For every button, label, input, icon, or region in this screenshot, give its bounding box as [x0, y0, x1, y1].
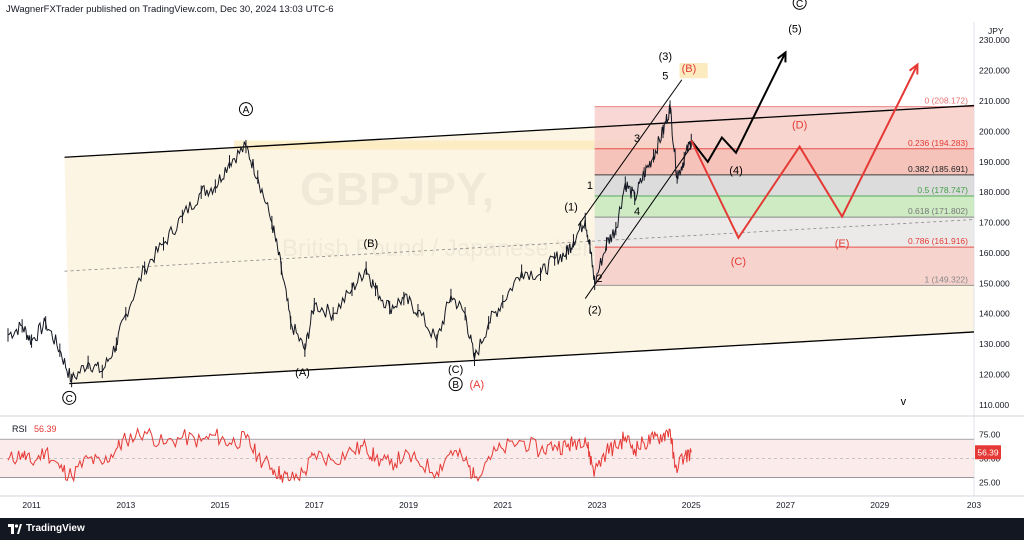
published-text: JWagnerFXTrader published on TradingView… — [6, 4, 334, 15]
impulse-channel-lower — [584, 146, 692, 299]
time-tick-label: 2021 — [493, 500, 512, 510]
projection-black-arrow — [777, 50, 787, 63]
wave-label-circle — [62, 390, 77, 405]
channel-lower-line — [69, 331, 975, 385]
time-tick-label: 2013 — [116, 500, 135, 510]
price-tick-label: 130.000 — [979, 339, 1010, 349]
wave-label: (C) — [731, 256, 746, 268]
price-tick-label: 160.000 — [979, 248, 1010, 258]
rsi-tick-label: 25.00 — [979, 477, 1001, 487]
fib-zone — [594, 247, 974, 286]
rsi-current-tag — [975, 445, 1001, 460]
time-tick-label: 2017 — [305, 500, 324, 510]
wave-label: B — [452, 380, 459, 391]
price-tick-label: 110.000 — [979, 400, 1009, 410]
wave-label-circle — [792, 0, 807, 10]
publish-bar: JWagnerFXTrader published on TradingView… — [0, 0, 1024, 22]
wave-label: (E) — [835, 238, 850, 250]
fib-zone — [594, 174, 974, 196]
wave-label: 2 — [596, 273, 602, 285]
fib-level-label: 0.236 (194.283) — [908, 138, 968, 148]
fib-level-label: 1 (149.322) — [925, 274, 969, 284]
tradingview-logo-icon[interactable] — [8, 523, 22, 535]
wave-label: 5 — [662, 71, 668, 83]
wave-label: (5) — [788, 24, 801, 36]
price-tick-label: 200.000 — [979, 126, 1010, 136]
time-tick-label: 2019 — [399, 500, 418, 510]
wave-label: (4) — [729, 165, 742, 177]
price-tick-label: 140.000 — [979, 309, 1010, 319]
wave-label: v — [901, 396, 907, 408]
time-tick-label: 2023 — [588, 500, 607, 510]
fib-zone — [594, 195, 974, 218]
wave-label: 4 — [634, 206, 640, 218]
time-tick-label: 2027 — [776, 500, 795, 510]
wave-label-circle — [238, 102, 253, 117]
wave-label: (B) — [682, 63, 697, 75]
wave-label: (2) — [588, 305, 601, 317]
wave-label: (D) — [792, 119, 807, 131]
currency-label: JPY — [988, 26, 1004, 36]
price-tick-label: 150.000 — [979, 278, 1010, 288]
wave-label-circle — [448, 377, 463, 392]
time-tick-label: 2029 — [870, 500, 889, 510]
watermark-symbol: GBPJPY, — [300, 163, 494, 215]
wave-label: 1 — [587, 180, 593, 192]
wave-label: 3 — [634, 133, 640, 145]
price-tick-label: 220.000 — [979, 66, 1010, 76]
price-tick-label: 190.000 — [979, 157, 1010, 167]
wave-label: (C) — [448, 364, 463, 376]
rsi-value: 56.39 — [34, 424, 57, 434]
rsi-title: RSI — [12, 424, 27, 434]
rsi-tick-label: 75.00 — [979, 429, 1001, 439]
fib-level-label: 0.786 (161.916) — [908, 236, 968, 246]
projection-black-path — [690, 51, 787, 164]
rsi-series-line — [7, 426, 692, 483]
time-tick-label: 2015 — [211, 500, 230, 510]
fib-zone — [594, 217, 974, 248]
projection-red-path — [690, 64, 919, 240]
watermark-name: British Pound / Japanese Yen — [282, 235, 596, 262]
wave-label: (1) — [564, 201, 577, 213]
price-tick-label: 230.000 — [979, 35, 1010, 45]
price-tick-label: 210.000 — [979, 96, 1010, 106]
footer-bar — [0, 518, 1024, 540]
fib-level-label: 0.382 (185.691) — [908, 164, 968, 174]
price-tick-label: 120.000 — [979, 369, 1010, 379]
wave-label: (A) — [295, 367, 310, 379]
time-tick-label: 2011 — [22, 500, 41, 510]
projection-red-arrow — [908, 62, 919, 75]
wave-label: (3) — [659, 51, 672, 63]
resistance-zone — [234, 140, 673, 150]
channel-mid-line — [64, 219, 975, 272]
price-tick-label: 170.000 — [979, 218, 1010, 228]
b-label-box — [679, 63, 708, 79]
fib-level-label: 0 (208.172) — [925, 96, 969, 106]
impulse-channel-upper — [577, 79, 683, 226]
channel-upper-line — [64, 104, 975, 158]
wave-label: (A) — [470, 379, 485, 391]
wave-label: (B) — [364, 238, 379, 250]
wave-label: C — [66, 394, 73, 405]
time-tick-label: 2025 — [682, 500, 701, 510]
fib-level-label: 0.5 (178.747) — [917, 185, 968, 195]
fib-level-label: 0.618 (171.802) — [908, 206, 968, 216]
rsi-current-value: 56.39 — [977, 447, 999, 457]
wave-label: C — [796, 0, 803, 10]
price-tick-label: 180.000 — [979, 187, 1010, 197]
wave-label: A — [243, 105, 250, 116]
time-tick-label: 203 — [967, 500, 981, 510]
tradingview-brand[interactable]: TradingView — [26, 523, 85, 534]
